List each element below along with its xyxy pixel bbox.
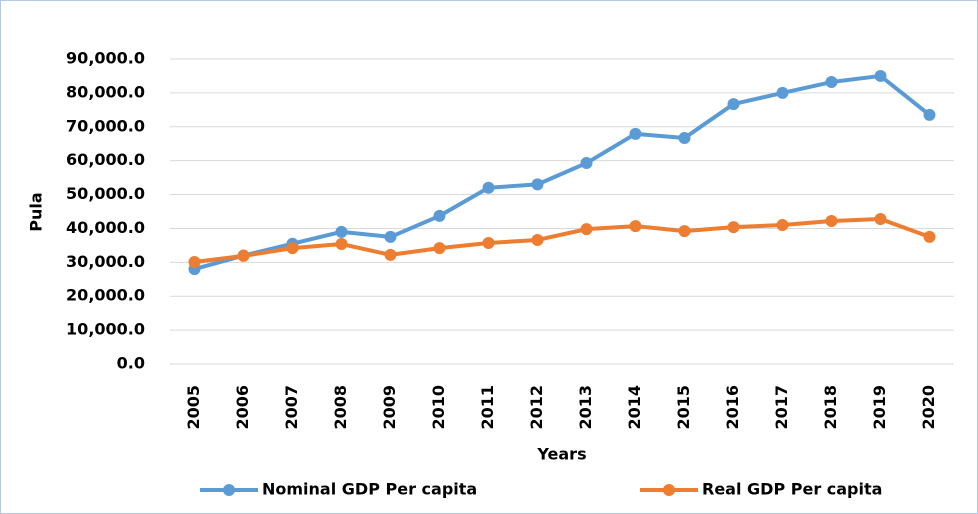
data-point bbox=[776, 86, 789, 99]
data-point bbox=[678, 131, 691, 144]
x-tick-label: 2014 bbox=[625, 385, 644, 430]
series-line bbox=[194, 216, 931, 264]
x-tick-label: 2020 bbox=[919, 385, 938, 430]
y-tick-label: 60,000.0 bbox=[66, 150, 145, 169]
data-point bbox=[580, 223, 593, 236]
x-tick-label: 2007 bbox=[282, 385, 301, 430]
x-tick-label: 2018 bbox=[821, 385, 840, 430]
x-tick-label: 2017 bbox=[772, 385, 791, 430]
data-point bbox=[629, 220, 642, 233]
y-tick-label: 70,000.0 bbox=[66, 116, 145, 135]
x-tick-label: 2012 bbox=[527, 385, 546, 430]
data-point bbox=[335, 225, 348, 238]
x-tick-label: 2006 bbox=[233, 385, 252, 430]
data-point bbox=[433, 242, 446, 255]
data-point bbox=[433, 209, 446, 222]
data-point bbox=[286, 242, 299, 255]
y-tick-label: 10,000.0 bbox=[66, 320, 145, 339]
data-point bbox=[874, 69, 887, 82]
data-point bbox=[629, 127, 642, 140]
y-tick-label: 20,000.0 bbox=[66, 286, 145, 305]
y-tick-label: 80,000.0 bbox=[66, 82, 145, 101]
data-point bbox=[335, 238, 348, 251]
data-point bbox=[923, 230, 936, 243]
x-tick-label: 2010 bbox=[429, 385, 448, 430]
data-point bbox=[727, 98, 740, 111]
data-point bbox=[580, 157, 593, 170]
x-tick-label: 2016 bbox=[723, 385, 742, 430]
data-point bbox=[531, 233, 544, 246]
x-tick-label: 2013 bbox=[576, 385, 595, 430]
data-point bbox=[237, 249, 250, 262]
x-axis-label: Years bbox=[536, 445, 586, 464]
data-point bbox=[727, 221, 740, 234]
y-tick-label: 0.0 bbox=[117, 354, 145, 373]
legend-marker bbox=[663, 484, 675, 496]
data-point bbox=[825, 214, 838, 227]
data-point bbox=[482, 181, 495, 194]
data-point bbox=[874, 212, 887, 225]
x-tick-label: 2011 bbox=[478, 385, 497, 430]
data-point bbox=[482, 237, 495, 250]
data-point bbox=[776, 219, 789, 232]
data-point bbox=[531, 178, 544, 191]
x-tick-label: 2008 bbox=[331, 385, 350, 430]
series-line bbox=[193, 73, 931, 272]
legend-label: Nominal GDP Per capita bbox=[262, 480, 477, 499]
y-tick-label: 40,000.0 bbox=[66, 218, 145, 237]
data-point bbox=[923, 108, 936, 121]
data-point bbox=[384, 230, 397, 243]
data-point bbox=[678, 225, 691, 238]
x-tick-label: 2019 bbox=[870, 385, 889, 430]
y-tick-label: 50,000.0 bbox=[66, 184, 145, 203]
x-tick-label: 2009 bbox=[380, 385, 399, 430]
legend-marker bbox=[223, 484, 235, 496]
x-tick-label: 2015 bbox=[674, 385, 693, 430]
data-point bbox=[825, 76, 838, 89]
data-point bbox=[188, 255, 201, 268]
data-point bbox=[384, 248, 397, 261]
legend-label: Real GDP Per capita bbox=[702, 480, 882, 499]
y-axis-label: Pula bbox=[27, 192, 46, 231]
y-tick-label: 90,000.0 bbox=[66, 49, 145, 68]
y-tick-label: 30,000.0 bbox=[66, 252, 145, 271]
x-tick-label: 2005 bbox=[184, 385, 203, 430]
